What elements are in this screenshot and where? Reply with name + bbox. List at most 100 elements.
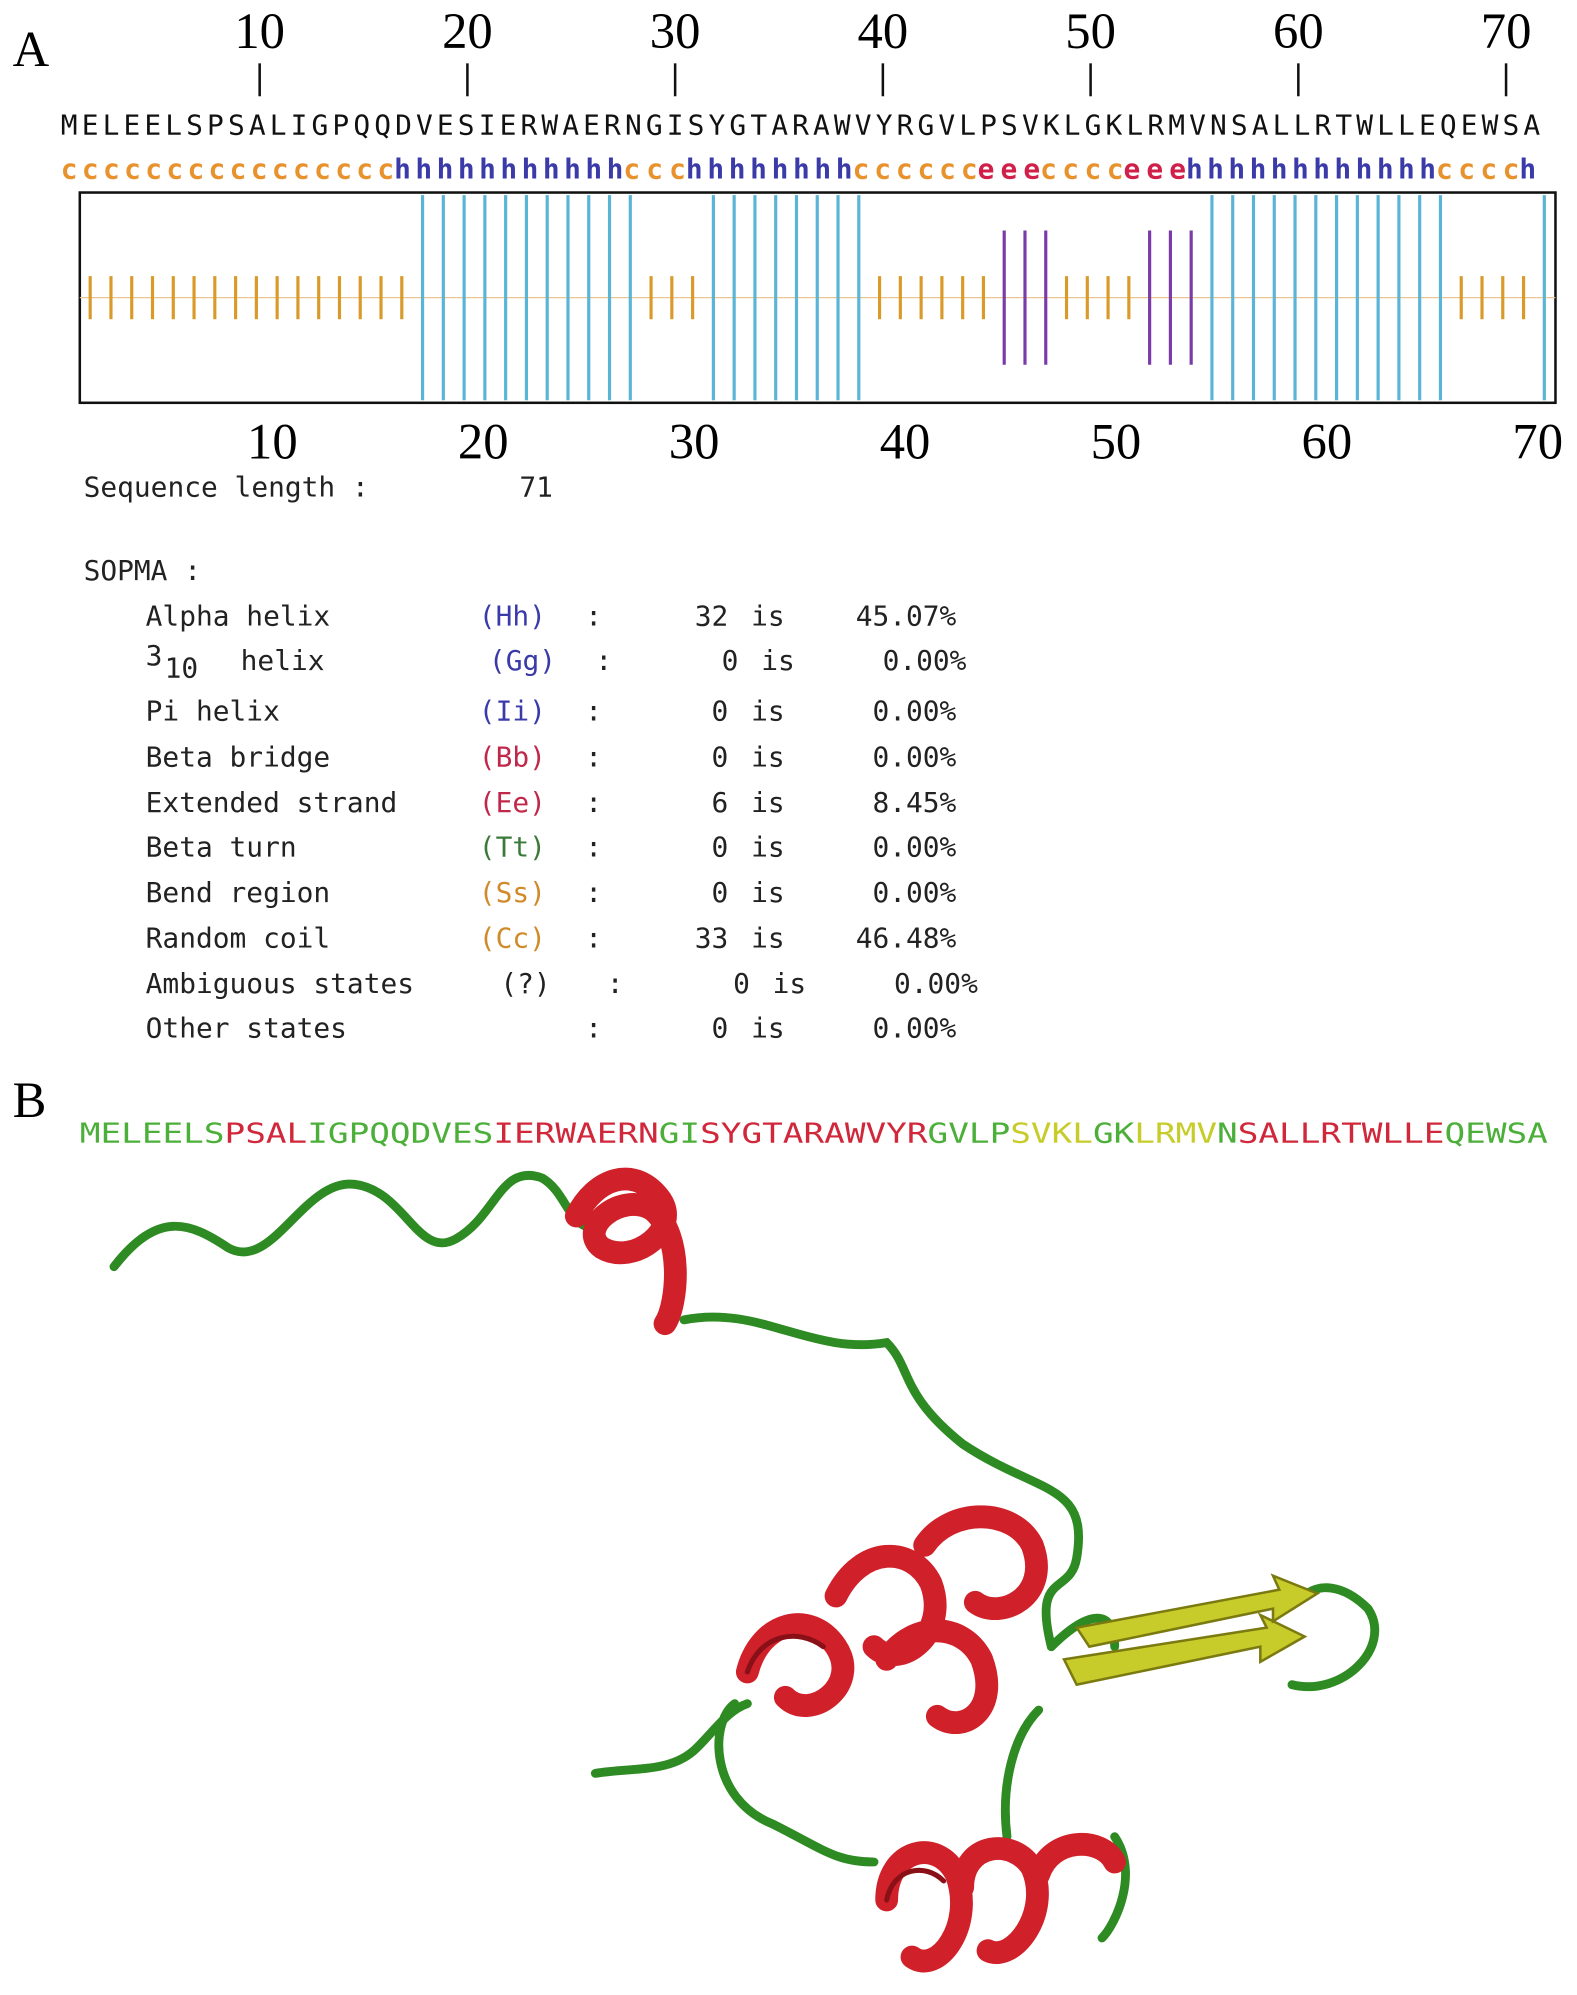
length-label: Sequence length : (84, 471, 369, 504)
panel-label: A (13, 21, 50, 77)
panel-label: B (13, 1072, 47, 1128)
row-count: 0 (722, 644, 739, 677)
row-name: Bend region (146, 876, 331, 909)
row-is: is (751, 876, 785, 909)
row-percent: 0.00% (872, 695, 956, 728)
bottom-tick-label: 20 (458, 414, 509, 470)
row-colon: : (585, 600, 602, 633)
structure-segment: hhhhhhhhhhh (394, 153, 623, 186)
row-code: (Bb) (479, 740, 546, 773)
row-percent: 0.00% (872, 1011, 956, 1044)
top-tick-label: 40 (858, 3, 909, 59)
bottom-tick-label: 70 (1512, 414, 1563, 470)
bottom-tick-label: 60 (1302, 414, 1353, 470)
structure-segment: cccc (1436, 153, 1519, 186)
colored-sequence-segment: IERWAERN (493, 1117, 658, 1150)
colored-sequence-segment: GI (659, 1117, 700, 1150)
row-count: 33 (695, 921, 729, 954)
row-count: 6 (712, 786, 729, 819)
row-percent: 0.00% (872, 830, 956, 863)
colored-sequence-segment: QEWSA (1444, 1117, 1548, 1150)
row-code: (Ss) (479, 876, 546, 909)
row-name: Ambiguous states (146, 967, 414, 1000)
bottom-tick-label: 30 (669, 414, 720, 470)
structure-segment: eee (1123, 153, 1186, 186)
row-is: is (751, 1011, 785, 1044)
row-percent: 8.45% (872, 786, 956, 819)
row-percent: 0.00% (883, 644, 967, 677)
row-count: 0 (712, 740, 729, 773)
structure-segment: cccccc (853, 153, 978, 186)
structure-segment: hhhhhhhhhhhh (1186, 153, 1436, 186)
row-name: Beta bridge (146, 740, 331, 773)
bottom-tick-label: 40 (880, 414, 931, 470)
row-count: 0 (712, 830, 729, 863)
colored-sequence-segment: N (1217, 1117, 1238, 1150)
row-colon: : (585, 1011, 602, 1044)
colored-sequence-segment: LRMV (1134, 1117, 1217, 1150)
row-code: (Hh) (479, 600, 546, 633)
row-name: Beta turn (146, 830, 297, 863)
row-colon: : (585, 740, 602, 773)
row-name: 3 (146, 639, 163, 672)
colored-sequence-segment: SVKL (1010, 1117, 1093, 1150)
row-is: is (773, 967, 807, 1000)
colored-sequence-segment: SYGTARAWVYR (700, 1117, 928, 1150)
colored-sequence-segment: GVLP (928, 1117, 1011, 1150)
row-percent: 0.00% (894, 967, 978, 1000)
structure-segment: cccc (1040, 153, 1123, 186)
row-colon: : (585, 786, 602, 819)
row-is: is (751, 921, 785, 954)
row-code: (Tt) (479, 830, 546, 863)
top-tick-label: 10 (234, 3, 285, 59)
bottom-tick-label: 10 (247, 414, 298, 470)
row-code: (Ee) (479, 786, 546, 819)
colored-sequence-segment: PSAL (225, 1117, 308, 1150)
colored-sequence-segment: GK (1093, 1117, 1135, 1150)
row-count: 0 (712, 876, 729, 909)
row-colon: : (595, 644, 612, 677)
row-name-sub: 10 (165, 652, 199, 685)
sequence: MELEELSPSALIGPQQDVESIERWAERNGISYGTARAWVY… (61, 108, 1541, 141)
row-colon: : (585, 830, 602, 863)
structure-segment: hhhhhhhh (686, 153, 853, 186)
row-name: Alpha helix (146, 600, 331, 633)
row-colon: : (607, 967, 624, 1000)
row-code: (?) (500, 967, 550, 1000)
row-name: helix (241, 644, 325, 677)
colored-sequence-segment: SALLRTWLLE (1238, 1117, 1445, 1150)
row-count: 0 (733, 967, 750, 1000)
row-percent: 0.00% (872, 876, 956, 909)
structure-segment: h (1519, 153, 1536, 186)
top-tick-label: 30 (650, 3, 701, 59)
top-tick-label: 50 (1065, 3, 1116, 59)
method-label: SOPMA : (84, 554, 201, 587)
length-value: 71 (519, 471, 553, 504)
row-code: (Cc) (479, 921, 546, 954)
row-percent: 0.00% (872, 740, 956, 773)
row-name: Pi helix (146, 695, 280, 728)
row-count: 0 (712, 695, 729, 728)
top-tick-label: 70 (1481, 3, 1532, 59)
row-name: Other states (146, 1011, 347, 1044)
row-colon: : (585, 695, 602, 728)
bottom-tick-label: 50 (1091, 414, 1142, 470)
row-code: (Ii) (479, 695, 546, 728)
row-code: (Gg) (489, 644, 556, 677)
row-is: is (751, 600, 785, 633)
colored-sequence-segment: IGPQQDVES (307, 1117, 493, 1150)
structure-segment: ccc (623, 153, 686, 186)
row-is: is (751, 830, 785, 863)
structure-segment: cccccccccccccccc (61, 153, 394, 186)
row-percent: 45.07% (856, 600, 957, 633)
top-tick-label: 20 (442, 3, 493, 59)
row-name: Extended strand (146, 786, 398, 819)
row-name: Random coil (146, 921, 331, 954)
row-is: is (751, 740, 785, 773)
row-colon: : (585, 876, 602, 909)
row-is: is (751, 786, 785, 819)
row-colon: : (585, 921, 602, 954)
structure-segment: eee (978, 153, 1041, 186)
row-percent: 46.48% (856, 921, 957, 954)
